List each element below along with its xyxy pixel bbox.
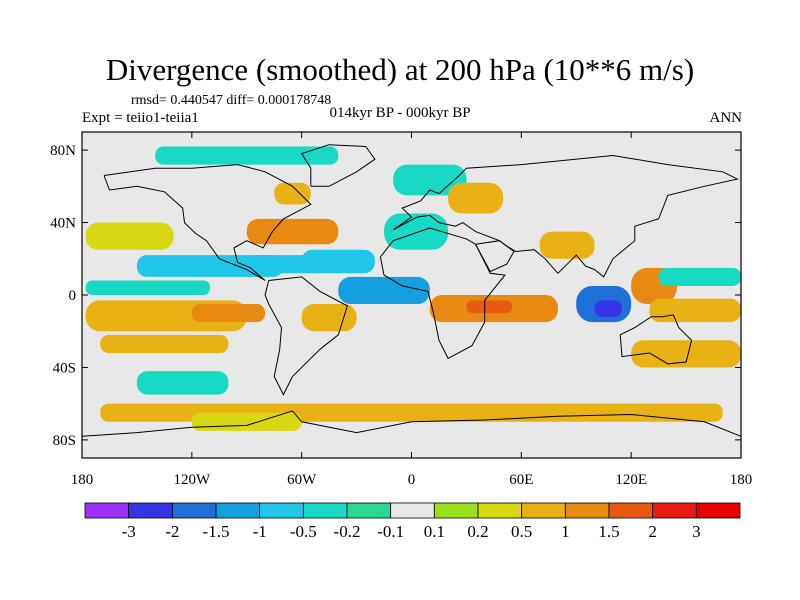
- divergence-region: [246, 255, 320, 274]
- season-label: ANN: [709, 110, 743, 126]
- colorbar-label: -1.5: [203, 522, 230, 541]
- coastline: [103, 164, 312, 281]
- colorbar-swatch: [390, 502, 435, 519]
- x-tick-label: 60E: [509, 472, 533, 488]
- coastline: [475, 240, 515, 273]
- coastline: [379, 227, 506, 360]
- colorbar-label: -3: [122, 522, 136, 541]
- colorbar-label: -1: [253, 522, 267, 541]
- colorbar-swatch: [259, 502, 304, 519]
- colorbar-label: 0.2: [467, 522, 488, 541]
- y-tick-label: 40S: [53, 360, 76, 376]
- divergence-region: [658, 267, 741, 286]
- divergence-region: [649, 298, 741, 323]
- divergence-region: [274, 182, 311, 205]
- colorbar-swatch: [652, 502, 697, 519]
- colorbar-swatch: [564, 502, 610, 519]
- y-tick-label: 80S: [53, 433, 76, 449]
- coastline: [392, 154, 739, 278]
- map-axes: 180 120W 60W 0 60E 120E 180 80N 40N 0 40S 80S: [50, 131, 753, 488]
- colorbar-label: 3: [692, 522, 701, 541]
- x-tick-label: 120E: [615, 472, 647, 488]
- divergence-region: [338, 276, 430, 305]
- x-tick-label: 60W: [287, 472, 317, 488]
- colorbar-swatch: [477, 502, 523, 519]
- coastline: [619, 314, 693, 365]
- divergence-region: [301, 304, 357, 332]
- divergence-region: [539, 231, 595, 259]
- colorbar-swatch: [302, 502, 348, 519]
- x-tick-label: 120W: [173, 472, 211, 488]
- colorbar-label: 2: [648, 522, 657, 541]
- divergence-region: [301, 249, 375, 274]
- y-tick-label: 80N: [50, 143, 76, 159]
- period-label: 014kyr BP - 000kyr BP: [329, 105, 471, 121]
- x-tick-label: 180: [730, 472, 753, 488]
- colorbar-swatch: [84, 502, 130, 519]
- colorbar-swatch: [433, 502, 479, 519]
- colorbar-label: 0.1: [424, 522, 445, 541]
- colorbar-swatch: [128, 502, 173, 519]
- colorbar-swatch: [171, 502, 217, 519]
- colorbar-swatch: [521, 502, 566, 519]
- divergence-region: [136, 371, 229, 395]
- divergence-region: [85, 280, 211, 295]
- divergence-region: [466, 300, 513, 314]
- divergence-region: [191, 412, 302, 431]
- y-tick-label: 40N: [50, 216, 76, 232]
- colorbar: -3 -2 -1.5 -1 -0.5 -0.2 -0.1 0.1 0.2 0.5 1 1.5 2 3: [84, 502, 741, 541]
- coastline: [300, 144, 376, 187]
- colorbar-label: 1: [561, 522, 570, 541]
- rmsd-diff-stats: rmsd= 0.440547 diff= 0.000178748: [131, 93, 332, 108]
- experiment-label: Expt = teiio1-teiia1: [82, 110, 199, 126]
- divergence-region: [393, 164, 467, 196]
- y-tick-label: 0: [69, 288, 77, 304]
- x-tick-label: 180: [71, 472, 94, 488]
- divergence-region: [191, 304, 266, 323]
- divergence-region: [100, 334, 229, 353]
- divergence-region: [85, 222, 174, 250]
- colorbar-label: -0.5: [290, 522, 317, 541]
- colorbar-swatch: [215, 502, 261, 519]
- colorbar-label: -0.1: [377, 522, 404, 541]
- coastline: [81, 410, 742, 437]
- divergence-region: [155, 146, 339, 165]
- coastlines: [81, 144, 742, 437]
- colorbar-swatch: [346, 502, 392, 519]
- divergence-region: [631, 340, 741, 368]
- colorbar-swatch: [608, 502, 654, 519]
- coastline: [264, 276, 349, 396]
- colorbar-label: 1.5: [598, 522, 619, 541]
- colorbar-swatch: [695, 502, 741, 519]
- divergence-region: [594, 300, 623, 317]
- colorbar-label: -0.2: [334, 522, 361, 541]
- divergence-region: [136, 255, 284, 277]
- divergence-region: [246, 218, 339, 245]
- chart-title: Divergence (smoothed) at 200 hPa (10**6 …: [105, 52, 695, 87]
- x-tick-label: 0: [408, 472, 416, 488]
- colorbar-label: 0.5: [511, 522, 532, 541]
- map-plot-area: [82, 132, 741, 458]
- colorbar-label: -2: [165, 522, 179, 541]
- divergence-region: [448, 182, 504, 214]
- divergence-region: [384, 213, 449, 250]
